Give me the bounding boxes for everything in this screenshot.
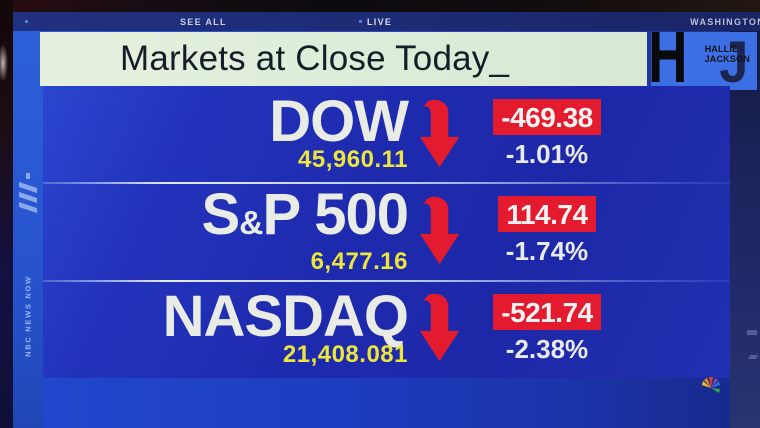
index-block: S&P 500 6,477.16: [43, 181, 409, 275]
change-block: -521.74 -2.38%: [472, 293, 622, 365]
live-indicator[interactable]: LIVE: [359, 17, 392, 27]
index-block: NASDAQ 21,408.081: [43, 283, 409, 368]
edge-glare: [747, 330, 757, 335]
backdrop-bottom: [43, 378, 730, 428]
host-last-name: JACKSON: [704, 53, 750, 64]
change-block: 114.74 -1.74%: [472, 196, 622, 267]
network-label: NBC NEWS NOW: [23, 275, 33, 357]
nav-dot-icon: [25, 20, 28, 23]
edge-glare: [748, 355, 758, 359]
see-all-button[interactable]: SEE ALL: [180, 17, 227, 27]
market-row-dow: DOW 45,960.11 -469.38 -1.01%: [43, 86, 730, 185]
change-percent: -1.01%: [505, 139, 589, 170]
index-value: 45,960.11: [298, 146, 408, 174]
change-badge: -521.74: [493, 293, 601, 330]
change-percent: -2.38%: [505, 333, 589, 364]
market-row-nasdaq: NASDAQ 21,408.081 -521.74 -2.38%: [43, 281, 730, 378]
index-name: S&P 500: [201, 181, 409, 247]
nbc-news-now-logo-icon: [19, 173, 37, 213]
show-logo-letter-j: J: [718, 32, 748, 91]
title-banner: Markets at Close Today_: [40, 32, 647, 86]
backdrop-top: [0, 0, 760, 13]
show-logo-letter-h: H: [651, 32, 688, 90]
live-dot-icon: [359, 20, 362, 24]
show-logo: H J HALLIE JACKSON: [651, 32, 757, 90]
side-rail: NBC NEWS NOW: [13, 31, 43, 428]
host-first-name: HALLIE: [704, 44, 739, 54]
index-block: DOW 45,960.11: [43, 89, 409, 174]
index-name: DOW: [269, 89, 409, 155]
page-title: Markets at Close Today_: [120, 39, 510, 78]
location-label: WASHINGTON: [690, 17, 760, 27]
change-percent: -1.74%: [505, 236, 589, 267]
index-name: NASDAQ: [162, 283, 409, 349]
down-arrow-icon: [408, 292, 472, 366]
markets-panel: DOW 45,960.11 -469.38 -1.01% S&P 500 6,4…: [43, 86, 730, 378]
backdrop-right-edge: [730, 31, 760, 428]
change-block: -469.38 -1.01%: [472, 99, 622, 170]
host-name: HALLIE JACKSON: [704, 44, 750, 64]
change-badge: -469.38: [493, 99, 601, 136]
nbc-peacock-icon: [702, 377, 720, 393]
live-label: LIVE: [367, 17, 393, 27]
market-row-sp500: S&P 500 6,477.16 114.74 -1.74%: [43, 181, 730, 282]
backdrop-left-edge: [0, 0, 13, 428]
change-badge: 114.74: [498, 196, 596, 233]
down-arrow-icon: [408, 98, 472, 172]
index-value: 21,408.081: [282, 340, 408, 368]
top-nav-bar: SEE ALL LIVE WASHINGTON: [13, 12, 760, 31]
index-value: 6,477.16: [310, 247, 408, 275]
down-arrow-icon: [408, 195, 472, 269]
